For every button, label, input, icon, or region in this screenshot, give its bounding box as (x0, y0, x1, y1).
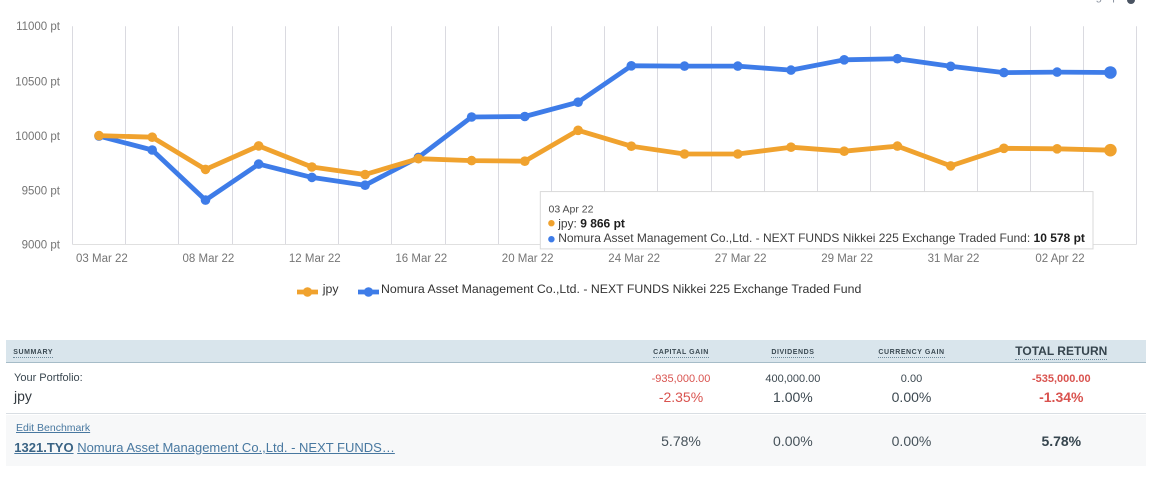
svg-text:03 Mar 22: 03 Mar 22 (76, 253, 128, 265)
svg-text:jpy: 9 866 pt: jpy: 9 866 pt (557, 216, 625, 230)
svg-text:02 Apr 22: 02 Apr 22 (1035, 253, 1084, 265)
svg-text:31 Mar 22: 31 Mar 22 (928, 253, 980, 265)
svg-text:9000 pt: 9000 pt (22, 239, 61, 251)
svg-text:12 Mar 22: 12 Mar 22 (289, 253, 341, 265)
svg-text:03 Apr 22: 03 Apr 22 (549, 204, 594, 216)
svg-text:16 Mar 22: 16 Mar 22 (395, 253, 447, 265)
svg-text:24 Mar 22: 24 Mar 22 (608, 253, 660, 265)
svg-text:11000 pt: 11000 pt (16, 21, 61, 33)
svg-text:08 Mar 22: 08 Mar 22 (183, 253, 235, 265)
svg-text:9500 pt: 9500 pt (22, 185, 61, 197)
svg-text:29 Mar 22: 29 Mar 22 (821, 253, 873, 265)
svg-text:27 Mar 22: 27 Mar 22 (715, 253, 767, 265)
svg-text:20 Mar 22: 20 Mar 22 (502, 253, 554, 265)
svg-text:10500 pt: 10500 pt (15, 76, 61, 88)
svg-text:Nomura Asset Management Co.,Lt: Nomura Asset Management Co.,Ltd. - NEXT … (558, 231, 1085, 245)
svg-text:10000 pt: 10000 pt (15, 131, 61, 143)
